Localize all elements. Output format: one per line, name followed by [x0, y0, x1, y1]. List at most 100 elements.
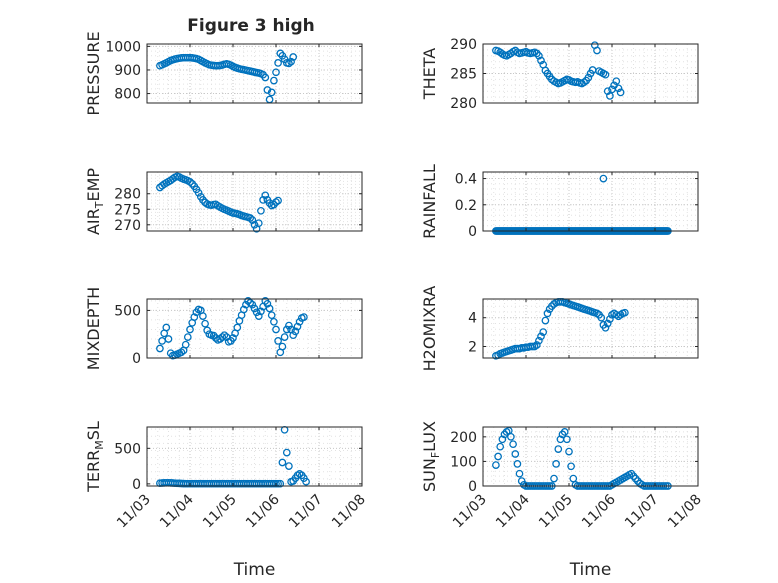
data-point: [233, 323, 242, 332]
y-axis-label: THETA: [420, 48, 439, 100]
data-point: [291, 327, 300, 336]
x-tick-label: 11/07: [622, 492, 662, 532]
data-point: [603, 87, 612, 96]
data-point: [248, 216, 257, 224]
data-point: [285, 462, 293, 470]
data-point: [633, 477, 642, 485]
data-point: [248, 300, 257, 309]
subplot-terr-msl: 0 500 11/03 11/04 11/05 11/06 11/07 11/08 Time TE…: [84, 421, 369, 580]
data-point: [289, 331, 298, 340]
data-point: [162, 323, 171, 332]
data-point: [509, 440, 517, 449]
data-point: [606, 92, 614, 100]
data-point: [276, 479, 285, 488]
x-tick-label: 11/07: [286, 492, 326, 532]
subplot-sun-flux: 0 100 200 11/03 11/04 11/05 11/06 11/07 11/08 Tim…: [420, 421, 705, 580]
data-point: [199, 312, 207, 320]
axes-box: [146, 43, 363, 104]
subplot-mixdepth: 0 500 MIXDEPTH: [84, 287, 363, 370]
y-tick-label: 270: [114, 218, 141, 234]
data-point: [220, 331, 229, 340]
data-point: [278, 458, 287, 467]
data-point: [246, 298, 255, 307]
data-point: [272, 325, 280, 334]
data-point: [494, 452, 502, 461]
axes-box: [146, 298, 363, 359]
data-point: [246, 214, 255, 222]
data-point: [254, 312, 263, 320]
y-axis-label: MIXDEPTH: [84, 287, 103, 370]
x-axis-label: Time: [569, 560, 612, 580]
data-point: [267, 311, 276, 320]
data-point: [597, 313, 606, 322]
y-tick-label: 500: [114, 303, 141, 319]
data-point: [515, 469, 524, 478]
data-point: [181, 340, 190, 349]
axes-box: [146, 426, 363, 487]
y-tick-label: 200: [450, 430, 477, 446]
data-point: [177, 348, 186, 357]
data-point: [280, 333, 289, 341]
data-point: [580, 78, 588, 87]
data-point: [612, 77, 621, 86]
data-point: [267, 88, 276, 97]
data-point: [274, 196, 282, 205]
x-tick-label: 11/03: [114, 492, 154, 532]
data-point: [606, 315, 614, 323]
y-tick-label: 285: [450, 67, 477, 83]
data-point: [282, 325, 291, 334]
data-point: [513, 460, 522, 468]
data-point: [541, 316, 550, 325]
y-axis-label: SUNFLUX: [420, 421, 442, 492]
y-tick-label: 275: [114, 202, 141, 218]
x-axis-label: Time: [233, 560, 276, 580]
data-point: [285, 59, 293, 68]
x-tick-label: 11/04: [157, 491, 197, 531]
y-axis-label: PRESSURE: [84, 31, 103, 115]
axes-box: [482, 426, 699, 487]
y-tick-label: 0.2: [455, 198, 477, 214]
data-point: [272, 68, 280, 77]
data-point: [601, 70, 610, 79]
data-point: [274, 337, 282, 345]
data-point: [552, 460, 560, 468]
data-point: [537, 332, 545, 341]
data-point: [554, 445, 563, 453]
axes-background: [147, 299, 362, 358]
data-point: [194, 188, 203, 197]
data-point: [289, 53, 298, 61]
data-point: [252, 308, 261, 317]
data-point: [565, 447, 573, 456]
data-point: [270, 76, 278, 85]
data-point: [539, 328, 548, 336]
y-tick-label: 1000: [105, 39, 141, 55]
data-point: [621, 308, 629, 317]
data-point: [250, 304, 259, 313]
data-point: [259, 196, 267, 204]
data-point: [535, 51, 543, 60]
y-tick-label: 500: [114, 441, 141, 457]
data-point: [203, 326, 212, 335]
subplot-theta: 280 285 290 THETA: [420, 37, 699, 112]
data-point: [584, 73, 593, 82]
data-point: [603, 319, 612, 328]
y-tick-label: 0: [468, 224, 477, 240]
data-point: [293, 322, 302, 331]
data-point: [244, 297, 252, 305]
data-point: [285, 321, 293, 330]
data-point: [201, 319, 209, 328]
data-point: [261, 191, 270, 200]
y-tick-label: 280: [450, 96, 477, 112]
data-point: [300, 313, 308, 321]
x-tick-label: 11/03: [450, 492, 490, 532]
y-tick-label: 0: [132, 477, 141, 493]
data-point: [270, 317, 278, 326]
data-point: [563, 435, 571, 444]
x-tick-label: 11/06: [243, 491, 283, 531]
data-point: [302, 477, 310, 486]
data-point: [239, 305, 248, 314]
data-point: [218, 333, 227, 341]
